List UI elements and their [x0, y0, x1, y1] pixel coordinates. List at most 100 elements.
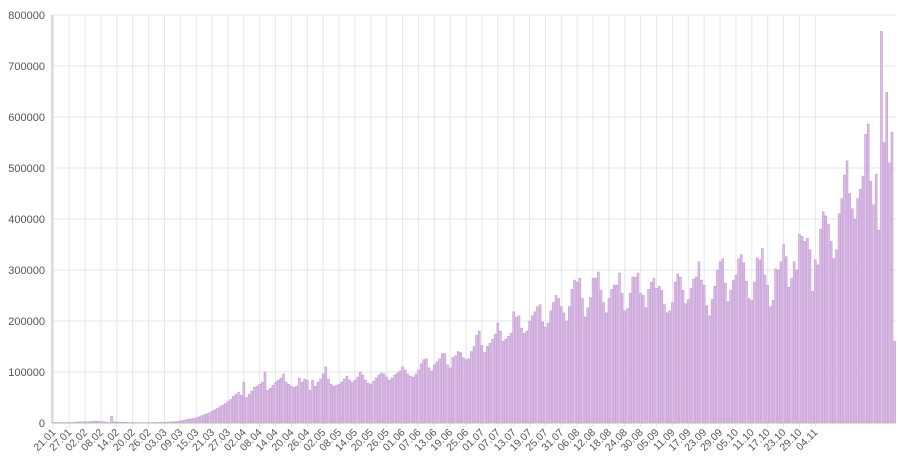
- bar: [837, 213, 841, 424]
- bar: [358, 371, 362, 424]
- bar: [538, 304, 542, 424]
- bar: [631, 276, 634, 424]
- horizontal-gridlines: [52, 14, 896, 424]
- bar: [843, 174, 846, 424]
- bar: [348, 379, 351, 424]
- bar: [599, 290, 603, 424]
- bar: [470, 351, 473, 424]
- bar: [742, 262, 746, 424]
- bar: [361, 374, 365, 424]
- bar: [890, 132, 894, 424]
- bar: [673, 281, 677, 424]
- bar: [388, 379, 391, 424]
- bar: [557, 298, 560, 424]
- bar: [332, 385, 336, 424]
- bar: [197, 416, 201, 424]
- bar: [382, 373, 386, 424]
- bar: [335, 384, 338, 424]
- bar: [671, 302, 674, 424]
- bar: [745, 280, 748, 424]
- bar: [885, 92, 888, 424]
- bar: [856, 198, 859, 424]
- bar: [732, 279, 735, 424]
- bar: [229, 399, 232, 424]
- bar: [226, 401, 230, 424]
- bar: [591, 277, 595, 424]
- y-tick-label: 200000: [8, 316, 45, 328]
- bar: [216, 407, 219, 424]
- bar: [610, 289, 613, 424]
- bar: [478, 330, 481, 424]
- bar: [319, 378, 322, 424]
- bar: [880, 31, 883, 424]
- bar: [515, 316, 518, 424]
- bar: [806, 238, 809, 424]
- bar: [803, 241, 806, 424]
- bar: [504, 339, 508, 424]
- bar: [835, 249, 838, 424]
- bar: [377, 374, 381, 424]
- y-tick-label: 0: [39, 418, 45, 430]
- bar: [753, 281, 756, 424]
- bar: [269, 388, 272, 424]
- bar: [737, 258, 740, 424]
- bar: [451, 357, 455, 424]
- bar: [549, 310, 552, 424]
- bar: [652, 277, 656, 424]
- bar: [779, 261, 783, 424]
- bar: [716, 269, 719, 424]
- bar: [403, 369, 407, 424]
- bar: [639, 293, 642, 424]
- bar: [607, 298, 611, 424]
- bar: [242, 381, 246, 424]
- bar: [861, 175, 865, 424]
- bar: [602, 302, 605, 424]
- bar: [284, 381, 288, 424]
- bar: [859, 189, 862, 424]
- bar: [300, 381, 304, 424]
- bar: [308, 390, 312, 424]
- bar: [787, 287, 791, 424]
- bar: [626, 308, 629, 424]
- bar: [218, 406, 222, 424]
- bar: [578, 277, 582, 424]
- bar: [845, 160, 849, 424]
- bar: [316, 381, 320, 424]
- bar: [705, 305, 709, 424]
- bar: [605, 312, 608, 424]
- bar: [483, 352, 486, 424]
- bar: [567, 306, 571, 424]
- bar: [718, 261, 722, 424]
- bar: [329, 383, 333, 424]
- bar: [210, 410, 214, 424]
- bar: [866, 123, 870, 424]
- y-tick-label: 700000: [8, 61, 45, 73]
- bar: [697, 261, 701, 424]
- bar: [530, 315, 534, 424]
- bar: [684, 303, 687, 424]
- bar: [419, 363, 423, 424]
- bar: [438, 358, 441, 424]
- x-axis-tick-labels: 21.0127.0102.0208.0214.0220.0226.0203.03…: [31, 427, 820, 454]
- bar: [425, 358, 428, 424]
- bar: [681, 290, 685, 424]
- bar: [790, 277, 793, 424]
- bar: [345, 375, 349, 424]
- bar: [573, 279, 576, 424]
- bar: [435, 361, 439, 424]
- bar: [409, 375, 412, 424]
- bar: [623, 310, 627, 424]
- bar: [398, 370, 402, 424]
- bar: [393, 374, 396, 424]
- bar: [821, 211, 825, 424]
- bar: [192, 418, 195, 424]
- bar: [851, 208, 854, 424]
- bar: [747, 298, 751, 424]
- bar: [205, 413, 209, 424]
- bar: [507, 335, 510, 424]
- bar: [261, 381, 264, 424]
- bar: [562, 312, 566, 424]
- bar: [446, 364, 449, 424]
- bar: [808, 249, 812, 424]
